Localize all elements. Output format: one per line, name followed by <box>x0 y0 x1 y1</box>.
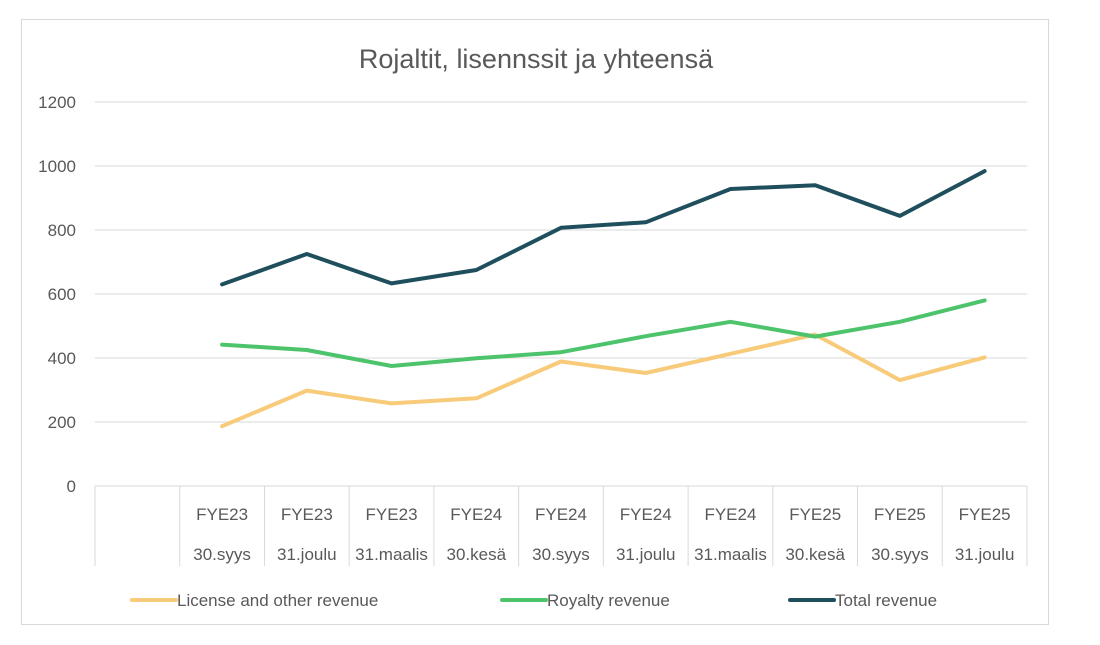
series-line-license-and-other-revenue <box>220 332 987 429</box>
x-tick-label-date: 30.syys <box>871 545 929 564</box>
x-tick-label-date: 31.joulu <box>955 545 1015 564</box>
legend-label: License and other revenue <box>177 591 378 610</box>
y-axis-tick-labels: 0 200 400 600 800 1000 1200 <box>38 93 76 496</box>
x-tick-label-year: FYE23 <box>281 505 333 524</box>
x-tick-label-date: 31.joulu <box>616 545 676 564</box>
legend-label: Royalty revenue <box>547 591 670 610</box>
x-tick-label-year: FYE25 <box>874 505 926 524</box>
chart-title: Rojaltit, lisennssit ja yhteensä <box>359 44 714 74</box>
x-tick-label-date: 31.maalis <box>355 545 428 564</box>
x-tick-label-date: 30.syys <box>193 545 251 564</box>
y-tick-label: 200 <box>48 413 76 432</box>
legend: License and other revenue Royalty revenue… <box>130 591 937 610</box>
y-tick-label: 0 <box>67 477 76 496</box>
x-tick-label-year: FYE24 <box>704 505 756 524</box>
x-tick-label-date: 30.kesä <box>785 545 845 564</box>
x-tick-label-year: FYE24 <box>620 505 672 524</box>
x-tick-label-year: FYE25 <box>789 505 841 524</box>
chart-frame: Rojaltit, lisennssit ja yhteensä 0 200 400… <box>21 19 1049 625</box>
y-tick-label: 1000 <box>38 157 76 176</box>
series-line-total-revenue <box>220 169 987 287</box>
y-tick-label: 800 <box>48 221 76 240</box>
x-tick-label-year: FYE24 <box>450 505 502 524</box>
x-tick-label-year: FYE23 <box>196 505 248 524</box>
gridlines <box>95 101 1027 423</box>
series-line-royalty-revenue <box>220 298 987 368</box>
x-tick-label-date: 31.maalis <box>694 545 767 564</box>
y-tick-label: 1200 <box>38 93 76 112</box>
series-lines <box>220 169 987 429</box>
x-tick-label-year: FYE24 <box>535 505 587 524</box>
legend-label: Total revenue <box>835 591 937 610</box>
y-tick-label: 600 <box>48 285 76 304</box>
x-tick-label-date: 30.kesä <box>446 545 506 564</box>
line-chart: Rojaltit, lisennssit ja yhteensä 0 200 400… <box>38 44 1028 610</box>
x-tick-label-year: FYE23 <box>366 505 418 524</box>
x-tick-label-year: FYE25 <box>959 505 1011 524</box>
x-tick-label-date: 31.joulu <box>277 545 337 564</box>
x-axis: FYE23 30.syys FYE23 31.joulu FYE23 31.maalis F… <box>94 485 1028 566</box>
y-tick-label: 400 <box>48 349 76 368</box>
x-tick-label-date: 30.syys <box>532 545 590 564</box>
